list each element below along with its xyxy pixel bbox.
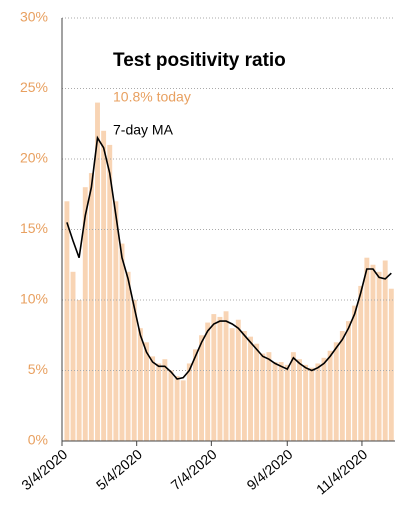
bar: [113, 201, 119, 441]
y-tick-label: 20%: [20, 150, 48, 166]
bar: [180, 380, 186, 441]
bar: [346, 321, 351, 441]
bar: [192, 349, 198, 441]
bar: [321, 357, 327, 441]
bar: [186, 363, 192, 441]
bar: [229, 328, 235, 441]
bar: [150, 356, 156, 441]
bar: [101, 130, 107, 442]
x-tick-label: 7/4/2020: [168, 446, 220, 493]
bar: [235, 319, 241, 441]
bar: [297, 359, 302, 441]
bar: [364, 257, 370, 441]
bar: [144, 342, 149, 441]
annotation: 7-day MA: [113, 122, 174, 138]
bar: [352, 305, 358, 441]
y-tick-label: 0%: [28, 432, 48, 448]
bar: [254, 343, 260, 441]
bar: [303, 364, 309, 441]
bar: [327, 350, 333, 441]
bar: [370, 264, 376, 441]
bar: [309, 367, 315, 441]
bar: [376, 271, 382, 441]
bar: [315, 363, 321, 441]
bar: [284, 364, 290, 441]
bar: [248, 336, 253, 441]
bar: [217, 316, 223, 441]
bar: [168, 370, 174, 441]
bar: [119, 243, 125, 441]
bar: [137, 328, 143, 441]
bar: [95, 102, 100, 441]
bar: [162, 359, 168, 441]
bar: [199, 335, 205, 441]
x-tick-label: 11/4/2020: [313, 446, 370, 498]
x-tick-label: 3/4/2020: [18, 446, 70, 493]
y-tick-label: 15%: [20, 220, 48, 236]
bar: [272, 362, 278, 441]
bar: [358, 285, 364, 441]
bar: [339, 331, 345, 441]
bar: [125, 271, 131, 441]
bar: [388, 288, 394, 441]
x-tick-label: 5/4/2020: [93, 446, 145, 493]
ma-line: [66, 135, 392, 380]
bar: [211, 314, 217, 441]
bar: [88, 173, 94, 441]
y-tick-label: 30%: [20, 9, 48, 25]
bar: [278, 362, 284, 441]
bar: [156, 363, 162, 441]
bar: [266, 352, 272, 441]
y-tick-label: 5%: [28, 361, 48, 377]
bar: [290, 352, 296, 441]
bar: [382, 260, 388, 441]
bar: [64, 201, 70, 441]
bar: [223, 311, 229, 441]
bar: [333, 342, 339, 441]
y-tick-label: 10%: [20, 291, 48, 307]
chart-title: Test positivity ratio: [113, 50, 286, 71]
annotation: 10.8% today: [113, 89, 191, 105]
bar: [241, 331, 247, 441]
bar: [76, 300, 82, 441]
y-tick-label: 25%: [20, 79, 48, 95]
bar: [70, 271, 76, 441]
x-tick-label: 9/4/2020: [244, 446, 296, 493]
bar: [205, 322, 211, 441]
bar: [107, 144, 113, 441]
bar: [260, 353, 266, 441]
bar: [82, 187, 88, 441]
bar: [174, 376, 180, 441]
